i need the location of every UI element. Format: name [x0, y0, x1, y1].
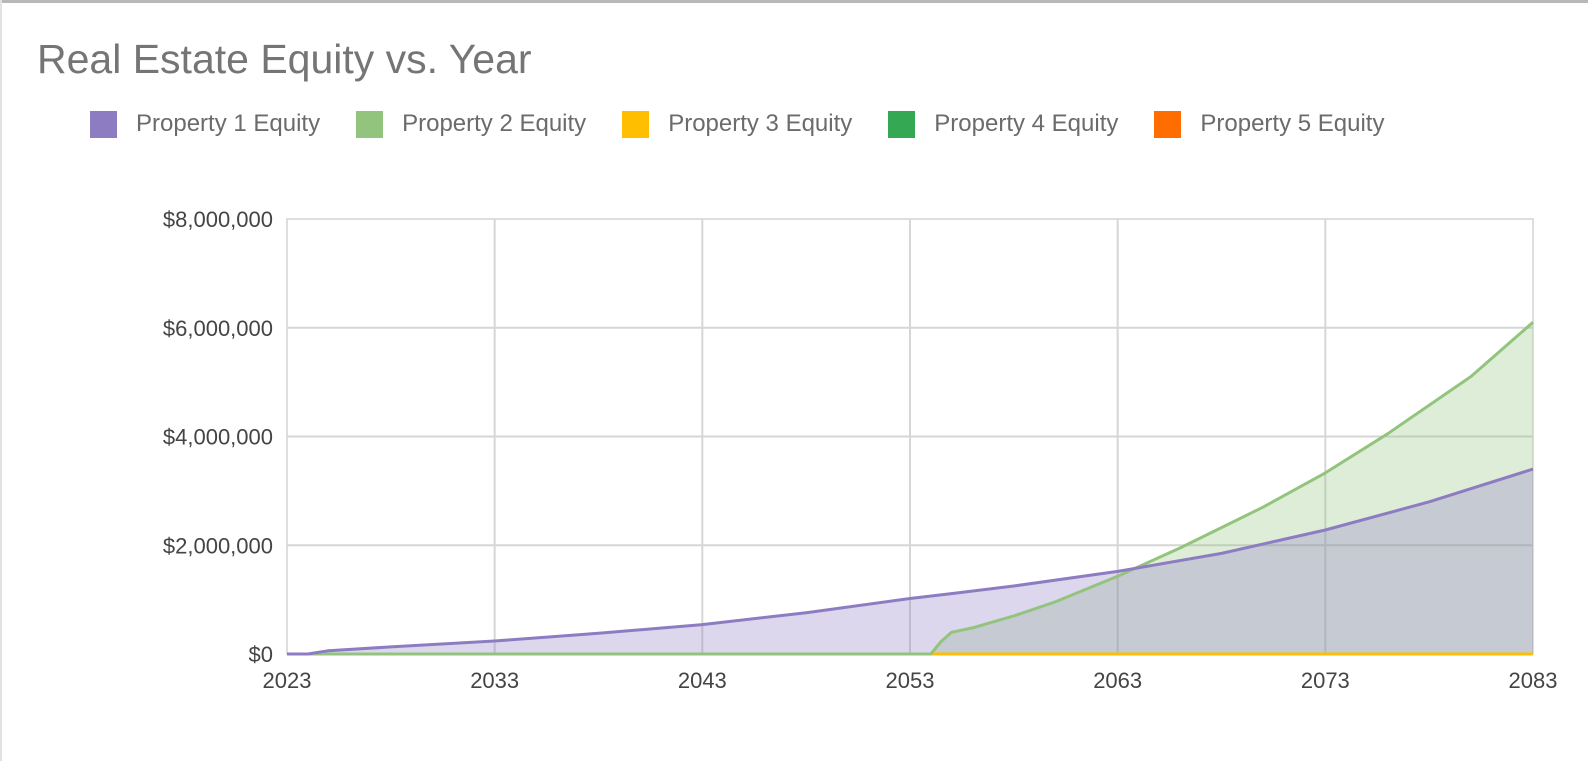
x-tick-label: 2043	[678, 668, 727, 693]
axes: 2023 2033 2043 2053 2063 2073 2083 $0 $2,000,000…	[163, 207, 1558, 693]
y-tick-label: $4,000,000	[163, 425, 273, 450]
legend-label-property-3: Property 3 Equity	[668, 110, 853, 137]
x-tick-label: 2023	[263, 668, 312, 693]
y-tick-label: $6,000,000	[163, 316, 273, 341]
legend-swatch-property-5	[1154, 110, 1182, 138]
legend-label-property-4: Property 4 Equity	[934, 110, 1119, 137]
series-area-property-1	[287, 469, 1533, 654]
x-tick-label: 2073	[1301, 668, 1350, 693]
x-tick-label: 2063	[1093, 668, 1142, 693]
legend-item-property-3[interactable]: Property 3 Equity	[622, 110, 852, 138]
legend-swatch-property-1	[90, 110, 117, 138]
series-lines	[287, 321, 1534, 656]
x-tick-label: 2083	[1509, 668, 1558, 693]
y-tick-label: $0	[249, 642, 273, 667]
legend-label-property-1: Property 1 Equity	[136, 110, 321, 137]
x-tick-label: 2053	[886, 668, 935, 693]
legend-item-property-5[interactable]: Property 5 Equity	[1154, 110, 1384, 138]
legend-swatch-property-3	[622, 110, 650, 138]
window-top-border	[0, 0, 1588, 3]
window-left-border	[0, 0, 2, 761]
chart-title: Real Estate Equity vs. Year	[37, 36, 532, 82]
legend-label-property-5: Property 5 Equity	[1200, 110, 1385, 137]
chart-legend: Property 1 Equity Property 2 Equity Prop…	[90, 108, 1420, 140]
series-area-property-2	[287, 322, 1533, 654]
legend-item-property-1[interactable]: Property 1 Equity	[90, 110, 320, 138]
legend-item-property-4[interactable]: Property 4 Equity	[888, 110, 1118, 138]
legend-swatch-property-4	[888, 110, 916, 138]
legend-item-property-2[interactable]: Property 2 Equity	[356, 110, 586, 138]
legend-label-property-2: Property 2 Equity	[402, 110, 587, 137]
legend-swatch-property-2	[356, 110, 384, 138]
y-tick-label: $2,000,000	[163, 533, 273, 558]
y-tick-label: $8,000,000	[163, 207, 273, 232]
series-areas	[287, 322, 1533, 654]
x-tick-label: 2033	[470, 668, 519, 693]
series-line-property-1	[287, 467, 1534, 656]
series-line-property-2	[287, 321, 1534, 656]
